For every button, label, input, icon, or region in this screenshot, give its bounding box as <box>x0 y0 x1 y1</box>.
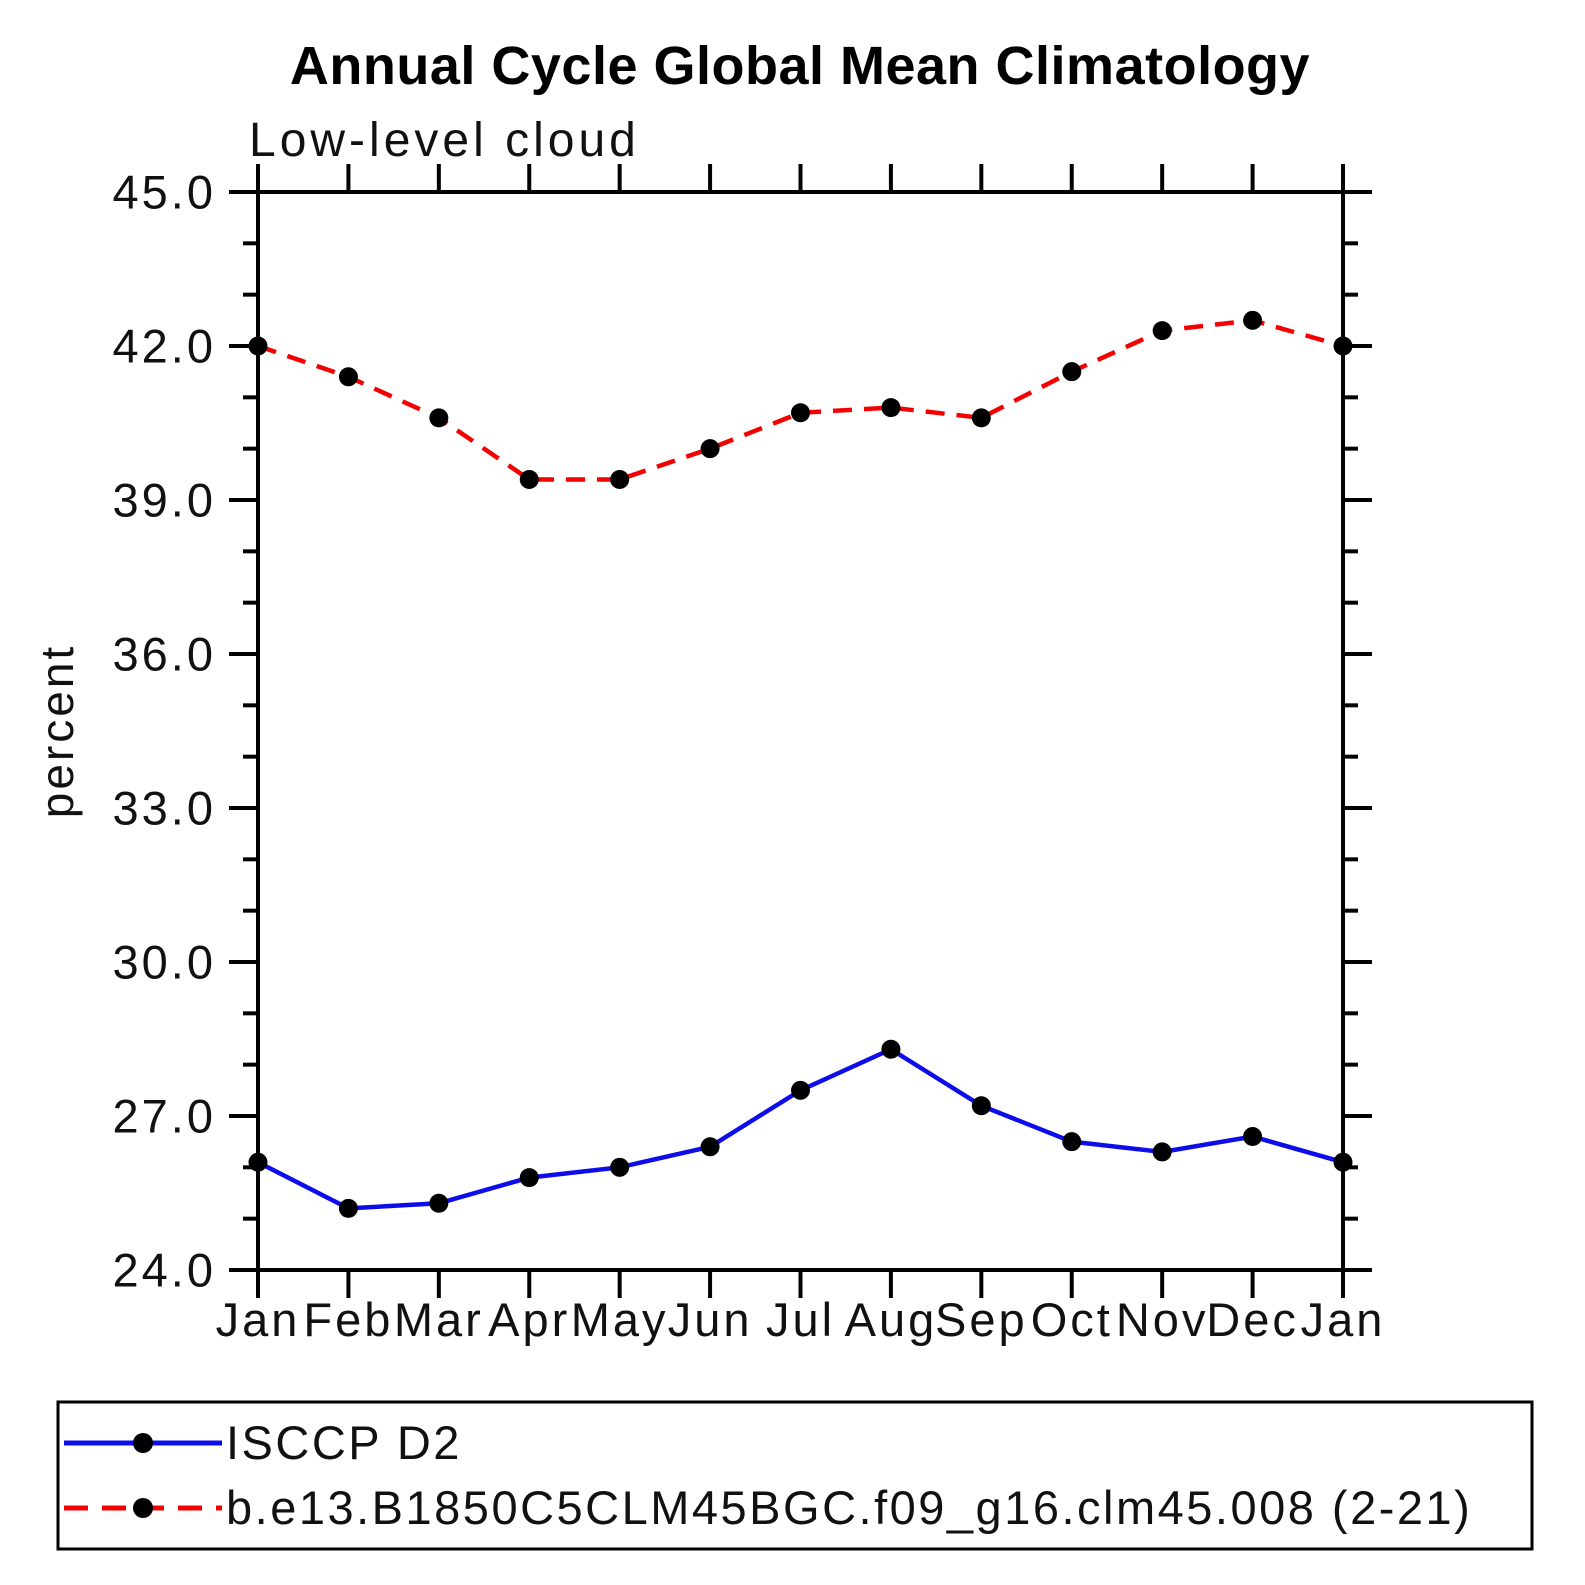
data-point <box>1333 336 1353 356</box>
legend-marker <box>133 1498 153 1518</box>
y-tick-label: 24.0 <box>113 1243 216 1296</box>
x-tick-label: Jan <box>216 1293 301 1346</box>
data-point <box>1152 1142 1172 1162</box>
legend-label: b.e13.B1850C5CLM45BGC.f09_g16.clm45.008 … <box>226 1481 1472 1534</box>
data-point <box>971 408 991 428</box>
x-tick-label: Apr <box>488 1293 570 1346</box>
y-tick-label: 33.0 <box>113 781 216 834</box>
data-point <box>971 1096 991 1116</box>
data-point <box>700 439 720 459</box>
x-tick-label: Mar <box>394 1293 484 1346</box>
data-point <box>610 1157 630 1177</box>
data-point <box>1152 321 1172 341</box>
x-tick-label: May <box>571 1293 669 1346</box>
y-tick-label: 45.0 <box>113 165 216 218</box>
x-tick-label: Jan <box>1301 1293 1386 1346</box>
data-point <box>248 1152 268 1172</box>
y-tick-label: 39.0 <box>113 473 216 526</box>
data-point <box>881 398 901 418</box>
y-axis-title: percent <box>31 644 83 818</box>
y-tick-label: 42.0 <box>113 319 216 372</box>
legend-box <box>56 1400 1534 1551</box>
series-line-obs <box>256 1046 1344 1211</box>
axes-frame <box>229 164 1372 1298</box>
x-tick-label: Sep <box>935 1293 1028 1346</box>
data-point <box>881 1039 901 1059</box>
chart-title: Annual Cycle Global Mean Climatology <box>290 36 1310 96</box>
data-point <box>1243 310 1263 330</box>
x-tick-label: Jul <box>766 1293 835 1346</box>
x-tick-label: Jun <box>668 1293 753 1346</box>
y-axis-ticks <box>229 190 1372 1272</box>
data-series <box>248 310 1353 1218</box>
x-tick-label: Dec <box>1206 1293 1299 1346</box>
data-point <box>1062 362 1082 382</box>
data-point <box>791 403 810 423</box>
data-point <box>248 336 268 356</box>
data-point <box>791 1080 810 1100</box>
legend: ISCCP D2 b.e13.B1850C5CLM45BGC.f09_g16.cl… <box>56 1400 1534 1551</box>
data-point <box>1243 1127 1263 1147</box>
data-point <box>338 367 358 387</box>
data-point <box>429 408 449 428</box>
chart-subtitle: Low-level cloud <box>249 114 640 167</box>
y-tick-label: 27.0 <box>113 1089 216 1142</box>
y-tick-labels: 24.0 27.0 30.0 33.0 36.0 39.0 42.0 45.0 <box>113 165 216 1296</box>
legend-marker <box>133 1433 153 1453</box>
x-tick-label: Aug <box>845 1293 938 1346</box>
data-point <box>1333 1152 1353 1172</box>
data-point <box>338 1198 358 1218</box>
x-tick-label: Nov <box>1116 1293 1209 1346</box>
legend-label: ISCCP D2 <box>226 1416 462 1469</box>
data-point <box>429 1193 449 1213</box>
data-point <box>700 1137 720 1157</box>
series-line-model <box>257 318 1344 482</box>
x-tick-label: Feb <box>303 1293 393 1346</box>
data-point <box>519 1168 539 1188</box>
data-point <box>519 469 539 489</box>
data-point <box>610 469 630 489</box>
x-axis-ticks <box>256 164 1345 1298</box>
x-tick-label: Oct <box>1031 1293 1113 1346</box>
y-tick-label: 36.0 <box>113 627 216 680</box>
data-point <box>1062 1132 1082 1152</box>
y-tick-label: 30.0 <box>113 935 216 988</box>
